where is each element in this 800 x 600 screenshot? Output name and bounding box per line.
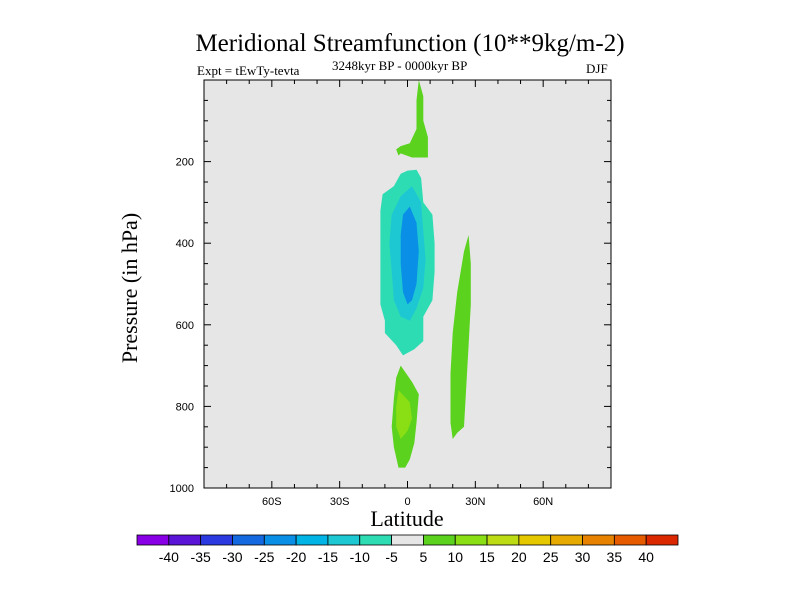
colorbar-label: -15 [318, 549, 338, 565]
colorbar-label: -25 [254, 549, 274, 565]
colorbar-label: 30 [575, 549, 591, 565]
colorbar-label: 20 [511, 549, 527, 565]
colorbar-swatch [518, 534, 552, 546]
contour-regions [380, 80, 471, 468]
colorbar-label: 15 [479, 549, 495, 565]
axis-ticks: 60S 30S 0 30N 60N 200 400 600 800 1000 [170, 80, 611, 508]
colorbar-label: -5 [385, 549, 398, 565]
colorbar-label: 10 [447, 549, 463, 565]
colorbar: -40 -35 -30 -25 -20 -15 -10 -5 5 10 15 20 25 30 35 40 [136, 534, 679, 565]
colorbar-label: -20 [286, 549, 306, 565]
y-tick-label: 200 [176, 157, 194, 169]
experiment-label: Expt = tEwTy-tevta [197, 63, 300, 78]
colorbar-swatch [200, 534, 233, 546]
chart-title: Meridional Streamfunction (10**9kg/m-2) [195, 30, 625, 57]
colorbar-swatch [645, 534, 679, 546]
contour-region-neg-15-core [400, 206, 419, 305]
colorbar-label: 5 [420, 549, 428, 565]
colorbar-label: -10 [350, 549, 370, 565]
colorbar-swatch [295, 534, 329, 546]
colorbar-swatch [582, 534, 615, 546]
x-tick-label: 30N [465, 496, 485, 508]
colorbar-label: -40 [159, 549, 179, 565]
contour-region-pos-5-nh-column [450, 235, 471, 439]
y-tick-label: 600 [176, 320, 194, 332]
y-tick-label: 1000 [170, 483, 194, 495]
colorbar-swatch [423, 534, 456, 546]
colorbar-label: 35 [607, 549, 623, 565]
contour-region-pos-10-lower-core [396, 390, 412, 439]
colorbar-label: -30 [222, 549, 242, 565]
colorbar-swatch [391, 534, 424, 546]
x-tick-label: 30S [330, 496, 350, 508]
colorbar-swatch [359, 534, 392, 546]
colorbar-label: -35 [191, 549, 211, 565]
period-label: 3248kyr BP - 0000kyr BP [332, 58, 468, 73]
colorbar-swatch [550, 534, 583, 546]
colorbar-swatch [486, 534, 520, 546]
x-axis-label: Latitude [370, 506, 444, 531]
colorbar-swatch [168, 534, 202, 546]
colorbar-swatch [136, 534, 170, 546]
contour-region-pos-5-stratosphere [396, 80, 428, 158]
colorbar-swatch [454, 534, 488, 546]
x-tick-label: 0 [404, 496, 410, 508]
x-tick-label: 60S [262, 496, 282, 508]
colorbar-swatch [232, 534, 265, 546]
colorbar-swatch [613, 534, 647, 546]
colorbar-label: 25 [543, 549, 559, 565]
colorbar-swatch [263, 534, 297, 546]
colorbar-label: 40 [638, 549, 654, 565]
colorbar-swatch [327, 534, 361, 546]
y-tick-label: 800 [176, 401, 194, 413]
y-tick-label: 400 [176, 238, 194, 250]
season-label: DJF [586, 61, 608, 76]
x-tick-label: 60N [533, 496, 553, 508]
